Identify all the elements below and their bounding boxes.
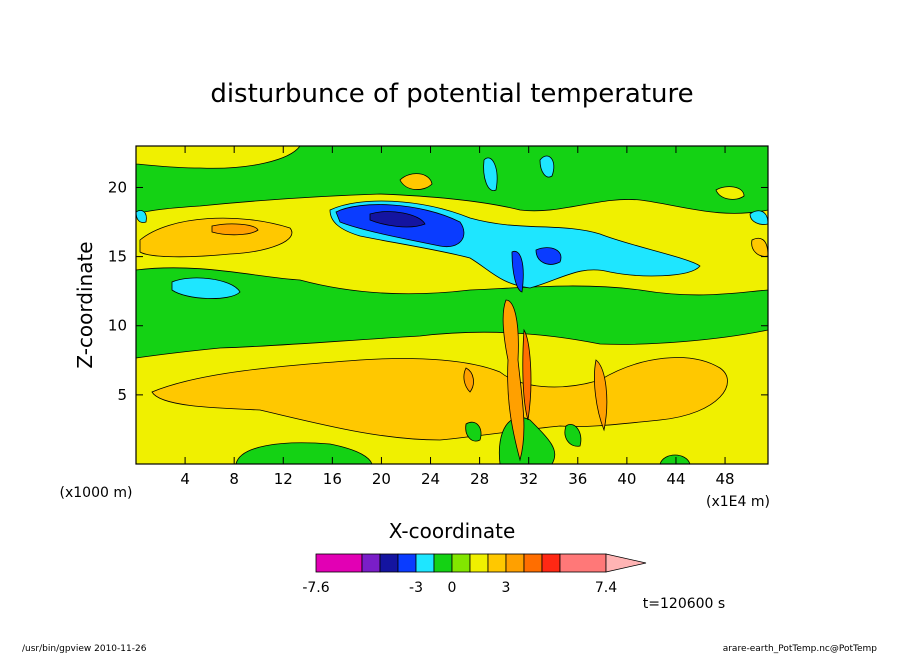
green-top — [135, 145, 769, 215]
colorbar-label-2: 0 — [448, 580, 457, 596]
y-unit-label: (x1000 m) — [60, 485, 133, 501]
plot-area — [135, 145, 769, 465]
y-tick-label-1: 10 — [108, 317, 127, 335]
colorbar-swatch-6 — [451, 553, 471, 573]
x-tick-label-5: 24 — [421, 470, 440, 488]
y-tick-label-2: 15 — [108, 248, 127, 266]
footer-left: /usr/bin/gpview 2010-11-26 — [22, 644, 147, 654]
colorbar-swatch-9 — [505, 553, 525, 573]
x-tick-label-2: 12 — [274, 470, 293, 488]
colorbar-label-3: 3 — [502, 580, 511, 596]
colorbar-swatch-1 — [361, 553, 381, 573]
y-tick-label-3: 20 — [108, 178, 127, 196]
colorbar-swatch-12 — [559, 553, 607, 573]
time-label: t=120600 s — [643, 596, 725, 612]
colorbar-arrow — [605, 553, 647, 573]
x-unit-label: (x1E4 m) — [706, 494, 770, 510]
colorbar-swatch-7 — [469, 553, 489, 573]
x-tick-label-7: 32 — [519, 470, 538, 488]
orange-band-lower — [151, 357, 728, 441]
colorbar-swatch-4 — [415, 553, 435, 573]
cyan-blob-left — [171, 277, 241, 299]
colorbar: -7.6 -3 0 3 7.4 — [302, 553, 647, 596]
colorbar-swatch-11 — [541, 553, 561, 573]
x-tick-label-9: 40 — [617, 470, 636, 488]
x-tick-label-3: 16 — [323, 470, 342, 488]
plot-frame — [135, 145, 769, 465]
x-axis-title: X-coordinate — [389, 519, 516, 543]
colorbar-swatch-5 — [433, 553, 453, 573]
x-axis: 4 8 12 16 20 24 28 32 36 40 44 48 — [180, 146, 735, 488]
central-column — [502, 299, 525, 462]
x-tick-label-10: 44 — [666, 470, 685, 488]
x-tick-label-6: 28 — [470, 470, 489, 488]
colorbar-label-0: -7.6 — [302, 580, 329, 596]
x-tick-label-8: 36 — [568, 470, 587, 488]
colorbar-label-1: -3 — [409, 580, 423, 596]
colorbar-label-4: 7.4 — [595, 580, 617, 596]
chart-title: disturbunce of potential temperature — [210, 79, 693, 109]
x-tick-label-1: 8 — [229, 470, 239, 488]
x-tick-label-0: 4 — [180, 470, 190, 488]
x-tick-label-11: 48 — [716, 470, 735, 488]
colorbar-swatch-2 — [379, 553, 399, 573]
colorbar-swatch-8 — [487, 553, 507, 573]
y-axis-title: Z-coordinate — [73, 241, 97, 368]
colorbar-swatch-3 — [397, 553, 417, 573]
colorbar-swatch-10 — [523, 553, 543, 573]
footer-right: arare-earth_PotTemp.nc@PotTemp — [723, 644, 878, 654]
colorbar-swatch-0 — [315, 553, 363, 573]
x-tick-label-4: 20 — [372, 470, 391, 488]
y-axis: 5 10 15 20 — [108, 178, 768, 404]
y-tick-label-0: 5 — [117, 386, 127, 404]
